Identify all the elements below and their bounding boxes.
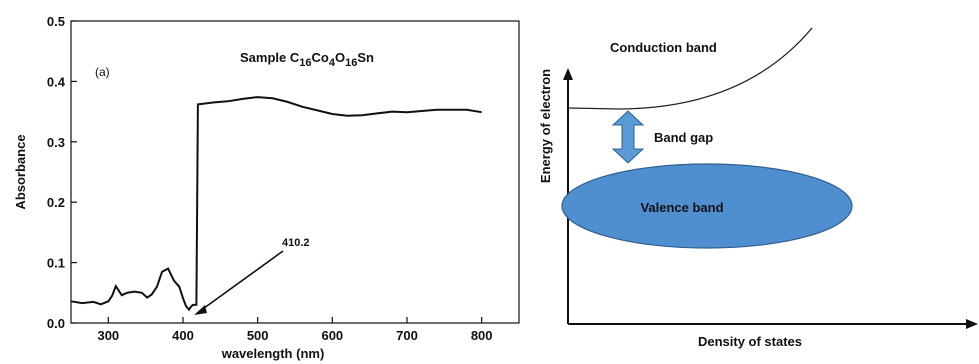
- axis-ticks: [71, 20, 483, 324]
- absorbance-chart: 300 400 500 600 700 800 0.0 0.1 0.2 0.3 0.4 0.5 (a)…: [13, 14, 520, 361]
- absorbance-series-line: [70, 96, 482, 312]
- annotation-label: 410.2: [282, 237, 310, 249]
- y-axis-title: Absorbance: [13, 134, 28, 209]
- band-gap-arrow: [611, 110, 645, 164]
- x-tick-label: 700: [396, 328, 418, 343]
- chart-title: Sample C16Co4O16Sn: [240, 50, 374, 69]
- plot-frame: [70, 20, 520, 324]
- annotation-arrow-line: [199, 250, 284, 312]
- valence-band-ellipse: [561, 163, 853, 249]
- band-diagram: Conduction band Band gap Valence band En…: [538, 27, 978, 349]
- y-tick-label: 0.0: [47, 316, 65, 331]
- panel-label: (a): [95, 65, 110, 79]
- conduction-band-label: Conduction band: [610, 40, 717, 55]
- y-tick-label: 0.1: [47, 256, 65, 271]
- x-tick-label: 800: [471, 328, 493, 343]
- density-axis-arrowhead: [966, 319, 978, 329]
- x-tick-label: 600: [321, 328, 343, 343]
- x-axis-title: wavelength (nm): [221, 346, 325, 361]
- annotation-arrow-head: [194, 305, 207, 315]
- energy-axis-title: Energy of electron: [538, 69, 553, 183]
- tick-labels: 300 400 500 600 700 800 0.0 0.1 0.2 0.3 0.4 0.5: [47, 14, 493, 343]
- band-gap-label: Band gap: [654, 130, 713, 145]
- y-tick-label: 0.2: [47, 195, 65, 210]
- x-tick-label: 500: [247, 328, 269, 343]
- y-tick-label: 0.3: [47, 135, 65, 150]
- y-tick-label: 0.4: [47, 74, 66, 89]
- conduction-band-curve: [567, 27, 813, 110]
- x-tick-label: 300: [97, 328, 119, 343]
- y-tick-label: 0.5: [47, 14, 65, 29]
- energy-axis-arrowhead: [563, 68, 573, 80]
- valence-band-label: Valence band: [640, 200, 723, 215]
- density-axis-title: Density of states: [698, 334, 802, 349]
- x-tick-label: 400: [172, 328, 194, 343]
